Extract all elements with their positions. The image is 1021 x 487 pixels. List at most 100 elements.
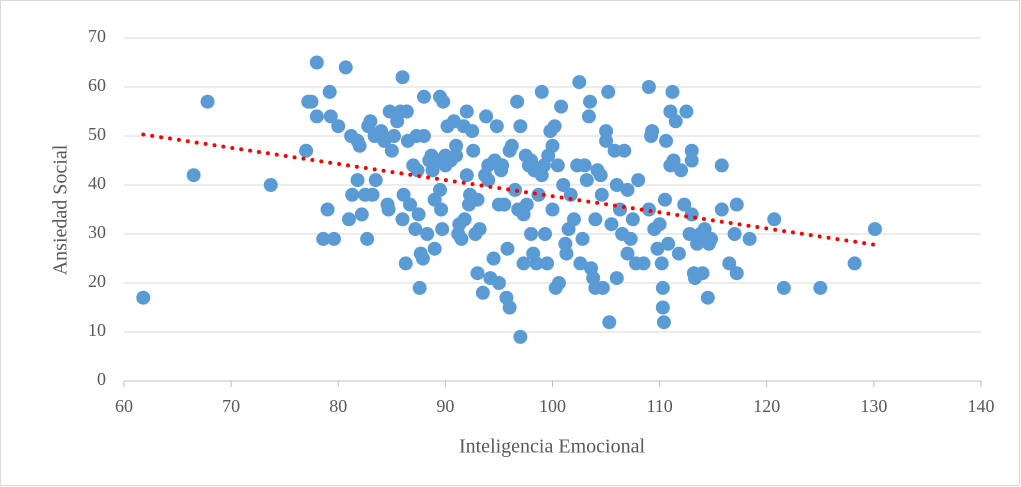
y-tick-label: 20: [88, 271, 106, 291]
point: [491, 276, 506, 290]
point: [700, 290, 715, 305]
point: [395, 212, 410, 227]
point: [368, 173, 383, 188]
y-tick-label: 50: [88, 124, 106, 144]
point: [398, 256, 413, 271]
point: [470, 192, 485, 207]
point: [659, 133, 674, 148]
point: [504, 138, 519, 153]
point: [550, 158, 565, 173]
point: [323, 109, 338, 124]
point: [326, 231, 341, 246]
x-tick-label: 110: [646, 396, 672, 416]
point: [556, 178, 571, 192]
x-tick-label: 90: [436, 396, 454, 416]
point: [449, 138, 464, 153]
point: [572, 75, 587, 90]
point: [655, 300, 670, 315]
point: [320, 202, 335, 217]
point: [682, 227, 697, 241]
point: [489, 119, 504, 134]
point: [538, 227, 553, 241]
point: [581, 109, 596, 124]
x-tick-label: 130: [860, 396, 887, 416]
point: [677, 197, 692, 212]
point: [497, 197, 512, 212]
point: [729, 197, 744, 212]
x-tick-label: 120: [753, 396, 780, 416]
y-tick-label: 40: [88, 173, 106, 193]
point: [620, 182, 635, 197]
point: [609, 271, 624, 286]
point: [674, 163, 689, 178]
point: [604, 217, 619, 232]
point: [415, 251, 430, 266]
point: [363, 114, 378, 129]
point: [573, 256, 588, 271]
point: [395, 70, 410, 85]
point: [582, 94, 597, 109]
point: [695, 266, 710, 281]
point: [668, 114, 683, 129]
point: [847, 256, 862, 271]
point: [386, 129, 401, 143]
point: [575, 231, 590, 246]
point: [645, 124, 660, 139]
point: [641, 202, 656, 217]
point: [331, 119, 346, 134]
point: [684, 207, 699, 222]
point: [465, 124, 480, 139]
point: [436, 94, 451, 109]
point: [263, 178, 278, 192]
point: [316, 231, 331, 246]
point: [742, 231, 757, 246]
point: [602, 315, 617, 330]
point: [382, 104, 397, 119]
point: [776, 280, 791, 295]
y-tick-label: 30: [88, 222, 106, 242]
point: [416, 89, 431, 104]
point: [454, 231, 469, 246]
point: [657, 192, 672, 207]
point: [470, 266, 485, 281]
point: [559, 246, 574, 261]
point: [457, 212, 472, 227]
point: [704, 231, 719, 246]
x-tick-label: 70: [222, 396, 240, 416]
point: [650, 241, 665, 256]
point: [540, 256, 555, 271]
y-tick-label: 70: [88, 26, 106, 46]
point: [652, 217, 667, 232]
point: [341, 212, 356, 227]
point: [684, 153, 699, 168]
point: [714, 202, 729, 217]
point: [601, 84, 616, 99]
point: [338, 60, 353, 75]
point: [472, 222, 487, 237]
point: [554, 99, 569, 114]
point: [599, 124, 614, 139]
point: [684, 143, 699, 158]
point: [545, 138, 560, 153]
point: [655, 280, 670, 295]
point: [435, 222, 450, 237]
point: [345, 187, 360, 202]
point: [577, 158, 592, 173]
y-tick-label: 60: [88, 75, 106, 95]
point: [459, 104, 474, 119]
point: [529, 256, 544, 271]
point: [671, 246, 686, 261]
point: [641, 80, 656, 94]
point: [354, 207, 369, 222]
point: [410, 163, 425, 178]
point: [563, 187, 578, 202]
point: [625, 212, 640, 227]
point: [531, 187, 546, 202]
point: [665, 84, 680, 99]
point: [412, 280, 427, 295]
point: [631, 173, 646, 188]
point: [516, 256, 531, 271]
point: [727, 227, 742, 241]
point: [534, 84, 549, 99]
